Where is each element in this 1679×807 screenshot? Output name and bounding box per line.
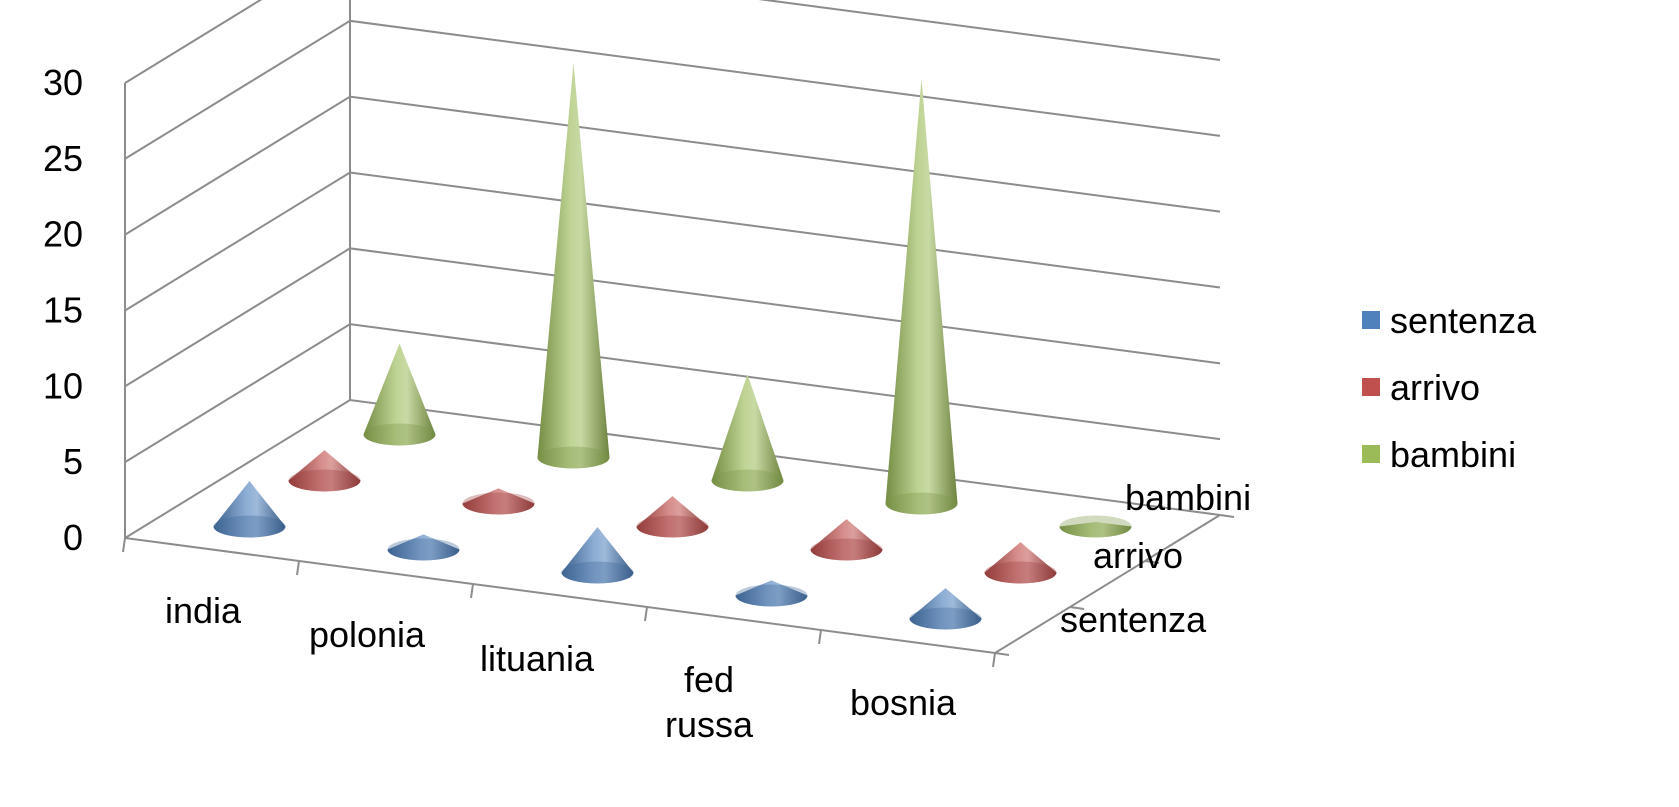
cone-sentenza-polonia <box>387 534 460 561</box>
cone-body <box>537 63 610 469</box>
x-category-label: fed <box>684 659 734 700</box>
cone-base <box>984 561 1057 584</box>
cone-base <box>387 538 460 561</box>
cone-body <box>561 527 634 584</box>
cone-base <box>462 492 535 515</box>
cone-sentenza-fed russa <box>735 580 808 607</box>
cone-bambini-india <box>363 343 436 446</box>
legend-label: arrivo <box>1390 367 1480 408</box>
y-tick-label: 25 <box>43 138 83 179</box>
depth-label: arrivo <box>1093 535 1183 576</box>
y-tick-label: 0 <box>63 517 83 558</box>
x-category-label: india <box>165 590 242 631</box>
x-tick-mark <box>818 629 822 645</box>
cone-body <box>363 343 436 446</box>
cone-body <box>984 542 1057 584</box>
x-tick-mark <box>644 606 648 622</box>
y-axis: 0 5 10 15 20 25 30 <box>43 62 83 558</box>
cone-body <box>711 374 784 492</box>
cone-base <box>213 515 286 538</box>
x-category-label: lituania <box>480 638 595 679</box>
cone-base <box>636 515 709 538</box>
cone-body <box>288 450 361 492</box>
depth-tick-mark <box>1219 514 1235 518</box>
cone-base <box>711 469 784 492</box>
cone-base <box>537 446 610 469</box>
plot-area <box>213 63 1132 630</box>
legend-swatch-sentenza <box>1362 311 1380 329</box>
y-tick-label: 30 <box>43 62 83 103</box>
cone-base <box>1059 515 1132 538</box>
cone-base <box>288 469 361 492</box>
x-tick-mark <box>470 583 474 599</box>
y-tick-label: 5 <box>63 441 83 482</box>
depth-tick-mark <box>994 652 1010 656</box>
cone-base <box>735 584 808 607</box>
gridline <box>124 171 1221 312</box>
cone-arrivo-lituania <box>636 496 709 538</box>
cone-sentenza-bosnia <box>909 588 982 630</box>
x-category-label: bosnia <box>850 682 957 723</box>
gridline <box>124 0 1221 84</box>
depth-label: sentenza <box>1060 599 1207 640</box>
x-tick-mark <box>992 652 996 668</box>
gridline <box>124 95 1221 236</box>
depth-tick-mark <box>1144 560 1160 564</box>
y-tick-label: 20 <box>43 214 83 255</box>
y-tick-label: 10 <box>43 365 83 406</box>
cone-bambini-lituania <box>711 374 784 492</box>
legend-label: bambini <box>1390 434 1516 475</box>
x-tick-mark <box>296 560 300 576</box>
cone-sentenza-lituania <box>561 527 634 584</box>
cone-body <box>387 534 460 561</box>
gridline <box>124 247 1221 388</box>
gridline <box>124 323 1221 464</box>
legend: sentenza arrivo bambini <box>1362 300 1537 475</box>
cone-body <box>909 588 982 630</box>
chart-walls <box>122 0 1235 668</box>
cone-body <box>885 78 958 515</box>
cone-base <box>885 492 958 515</box>
cone-arrivo-india <box>288 450 361 492</box>
cone-arrivo-fed russa <box>810 519 883 561</box>
cone-base <box>363 423 436 446</box>
depth-axis: sentenza arrivo bambini <box>1060 477 1251 640</box>
cone-body <box>636 496 709 538</box>
x-tick-mark <box>122 537 126 553</box>
gridline <box>124 19 1221 160</box>
cone-body <box>462 488 535 515</box>
x-category-label: russa <box>665 704 754 745</box>
depth-label: bambini <box>1125 477 1251 518</box>
y-tick-label: 15 <box>43 290 83 331</box>
legend-label: sentenza <box>1390 300 1537 341</box>
legend-swatch-arrivo <box>1362 378 1380 396</box>
cone-body <box>810 519 883 561</box>
cone-bambini-bosnia <box>1059 515 1132 538</box>
cone-base <box>561 561 634 584</box>
cone-body <box>213 481 286 538</box>
cone-body <box>735 580 808 607</box>
cone-base <box>810 538 883 561</box>
x-category-label: polonia <box>309 614 426 655</box>
cone-bambini-fed russa <box>885 78 958 515</box>
cone-body <box>1059 521 1132 538</box>
cone-arrivo-polonia <box>462 488 535 515</box>
cone-base <box>909 607 982 630</box>
cone-arrivo-bosnia <box>984 542 1057 584</box>
depth-tick-mark <box>1069 606 1085 610</box>
legend-swatch-bambini <box>1362 445 1380 463</box>
cone-sentenza-india <box>213 481 286 538</box>
cone-bambini-polonia <box>537 63 610 469</box>
